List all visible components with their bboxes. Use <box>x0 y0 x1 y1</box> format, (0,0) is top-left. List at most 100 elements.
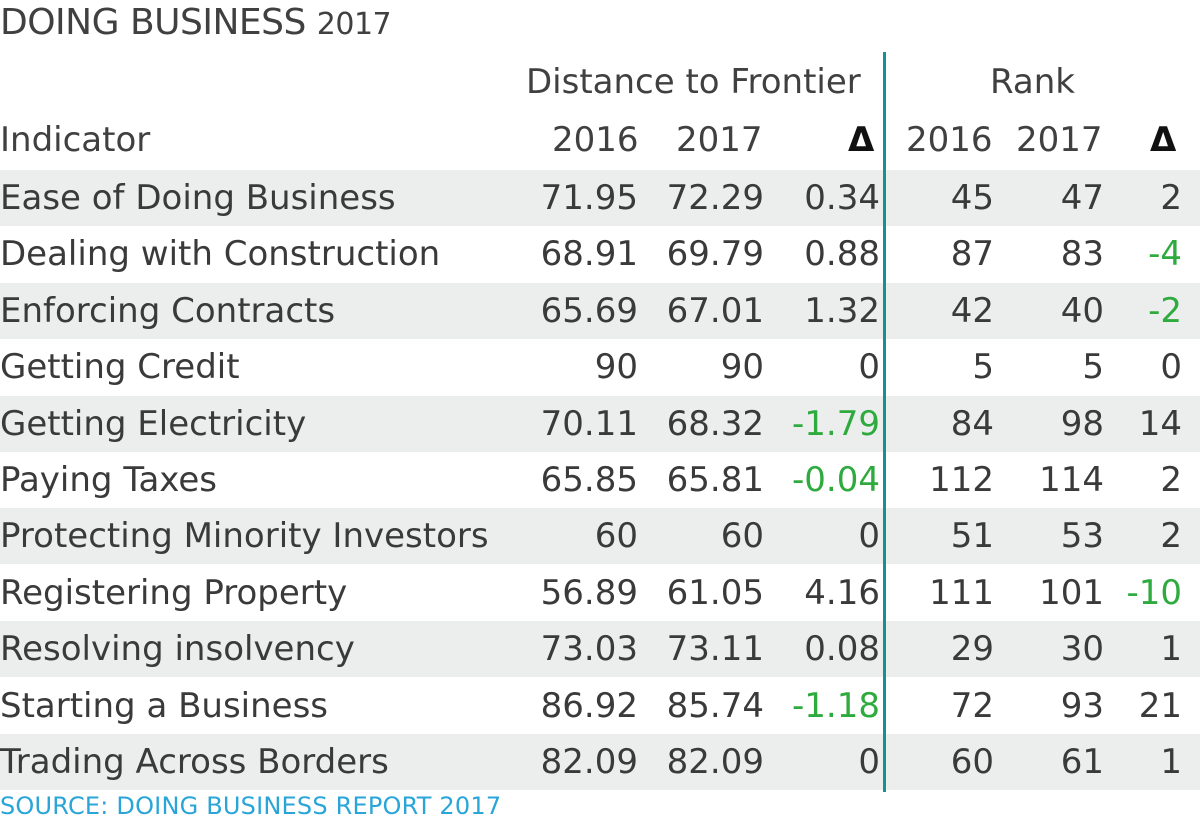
cell-rank-delta: 2 <box>1160 178 1182 218</box>
column-header-rank-delta: Δ <box>1150 120 1177 160</box>
cell-dtf-2016: 82.09 <box>540 742 638 782</box>
cell-rank-2016: 112 <box>929 460 994 500</box>
cell-rank-2016: 87 <box>950 234 994 275</box>
cell-dtf-delta: -1.18 <box>792 685 880 726</box>
chart-title: DOING BUSINESS 2017 <box>0 2 392 43</box>
cell-dtf-2016: 86.92 <box>540 685 638 726</box>
cell-dtf-2017: 73.11 <box>666 629 764 670</box>
cell-rank-delta: -10 <box>1126 572 1182 613</box>
cell-rank-2016: 29 <box>950 629 994 670</box>
cell-indicator: Registering Property <box>0 572 348 613</box>
cell-dtf-2016: 90 <box>594 347 638 388</box>
column-divider <box>883 52 886 792</box>
cell-dtf-2017: 85.74 <box>666 685 764 726</box>
cell-dtf-delta: 1.32 <box>804 290 880 331</box>
table-row: Getting Credit 90 90 0 5 5 0 <box>0 339 1200 395</box>
cell-indicator: Starting a Business <box>0 685 329 726</box>
cell-dtf-2016: 68.91 <box>540 234 638 275</box>
table-row: Ease of Doing Business 71.95 72.29 0.34 45 47… <box>0 170 1200 226</box>
cell-rank-2016: 72 <box>950 685 994 726</box>
cell-indicator: Protecting Minority Investors <box>0 516 489 557</box>
cell-dtf-2017: 60 <box>720 516 764 557</box>
cell-rank-2016: 51 <box>950 516 994 557</box>
cell-dtf-delta: 0.34 <box>804 178 880 218</box>
column-header-dtf-delta: Δ <box>848 120 875 160</box>
cell-dtf-2017: 65.81 <box>666 460 764 500</box>
cell-indicator: Paying Taxes <box>0 460 217 500</box>
column-header-dtf-2017: 2017 <box>676 120 763 160</box>
cell-dtf-2017: 82.09 <box>666 742 764 782</box>
cell-dtf-2017: 67.01 <box>666 290 764 331</box>
table-row: Enforcing Contracts 65.69 67.01 1.32 42 40 -2 <box>0 282 1200 339</box>
cell-dtf-delta: 0 <box>858 742 880 782</box>
cell-indicator: Ease of Doing Business <box>0 178 396 218</box>
column-header-rank-2016: 2016 <box>906 120 993 160</box>
cell-rank-2016: 111 <box>929 572 994 613</box>
column-header-rank-2017: 2017 <box>1016 120 1103 160</box>
group-header-dtf: Distance to Frontier <box>526 62 861 102</box>
cell-rank-2017: 83 <box>1060 234 1104 275</box>
cell-dtf-2017: 69.79 <box>666 234 764 275</box>
cell-rank-2017: 61 <box>1060 742 1104 782</box>
table-row: Registering Property 56.89 61.05 4.16 111 101… <box>0 565 1200 621</box>
cell-rank-2017: 40 <box>1060 290 1104 331</box>
cell-rank-2017: 53 <box>1060 516 1104 557</box>
cell-dtf-delta: 0.08 <box>804 629 880 670</box>
cell-rank-delta: -2 <box>1148 290 1182 331</box>
cell-rank-delta: 2 <box>1160 460 1182 500</box>
chart-title-main: DOING BUSINESS <box>0 2 306 43</box>
cell-dtf-2016: 65.85 <box>540 460 638 500</box>
cell-dtf-2016: 73.03 <box>540 629 638 670</box>
cell-rank-delta: 0 <box>1160 347 1182 388</box>
cell-dtf-2017: 90 <box>720 347 764 388</box>
cell-indicator: Resolving insolvency <box>0 629 355 670</box>
cell-rank-delta: 1 <box>1160 742 1182 782</box>
table-row: Protecting Minority Investors 60 60 0 51 53 2 <box>0 508 1200 565</box>
cell-dtf-delta: 0 <box>858 347 880 388</box>
cell-rank-delta: 21 <box>1138 685 1182 726</box>
cell-rank-2017: 98 <box>1060 403 1104 444</box>
cell-dtf-2016: 56.89 <box>540 572 638 613</box>
cell-rank-delta: 14 <box>1138 403 1182 444</box>
cell-indicator: Trading Across Borders <box>0 742 389 782</box>
cell-indicator: Dealing with Construction <box>0 234 441 275</box>
chart-title-year: 2017 <box>316 7 392 42</box>
cell-rank-2016: 84 <box>950 403 994 444</box>
cell-rank-2016: 60 <box>950 742 994 782</box>
table-row: Dealing with Construction 68.91 69.79 0.88 8… <box>0 226 1200 282</box>
column-header-indicator: Indicator <box>0 120 151 160</box>
cell-dtf-2017: 61.05 <box>666 572 764 613</box>
cell-dtf-delta: 4.16 <box>804 572 880 613</box>
cell-rank-2017: 101 <box>1039 572 1104 613</box>
cell-dtf-delta: -0.04 <box>792 460 880 500</box>
cell-indicator: Enforcing Contracts <box>0 290 336 331</box>
column-header-dtf-2016: 2016 <box>552 120 639 160</box>
cell-rank-2017: 47 <box>1060 178 1104 218</box>
cell-rank-2017: 30 <box>1060 629 1104 670</box>
cell-rank-2017: 5 <box>1082 347 1104 388</box>
cell-dtf-2016: 65.69 <box>540 290 638 331</box>
cell-indicator: Getting Credit <box>0 347 240 388</box>
group-header-rank: Rank <box>990 62 1075 102</box>
cell-rank-2016: 5 <box>972 347 994 388</box>
cell-rank-delta: -4 <box>1148 234 1182 275</box>
table-row: Getting Electricity 70.11 68.32 -1.79 84 98 14 <box>0 395 1200 452</box>
cell-dtf-2016: 60 <box>594 516 638 557</box>
cell-rank-2016: 42 <box>950 290 994 331</box>
table-row: Paying Taxes 65.85 65.81 -0.04 112 114 2 <box>0 452 1200 508</box>
source-note: SOURCE: DOING BUSINESS REPORT 2017 <box>0 792 502 820</box>
cell-dtf-delta: 0.88 <box>804 234 880 275</box>
cell-rank-2016: 45 <box>950 178 994 218</box>
cell-dtf-2017: 68.32 <box>666 403 764 444</box>
cell-dtf-2017: 72.29 <box>666 178 764 218</box>
cell-dtf-2016: 71.95 <box>540 178 638 218</box>
table-row: Trading Across Borders 82.09 82.09 0 60 61 1 <box>0 734 1200 790</box>
cell-rank-delta: 2 <box>1160 516 1182 557</box>
cell-dtf-2016: 70.11 <box>540 403 638 444</box>
cell-dtf-delta: -1.79 <box>792 403 880 444</box>
cell-dtf-delta: 0 <box>858 516 880 557</box>
cell-rank-2017: 93 <box>1060 685 1104 726</box>
cell-indicator: Getting Electricity <box>0 403 307 444</box>
table-row: Starting a Business 86.92 85.74 -1.18 72 93 21 <box>0 678 1200 734</box>
cell-rank-2017: 114 <box>1039 460 1104 500</box>
